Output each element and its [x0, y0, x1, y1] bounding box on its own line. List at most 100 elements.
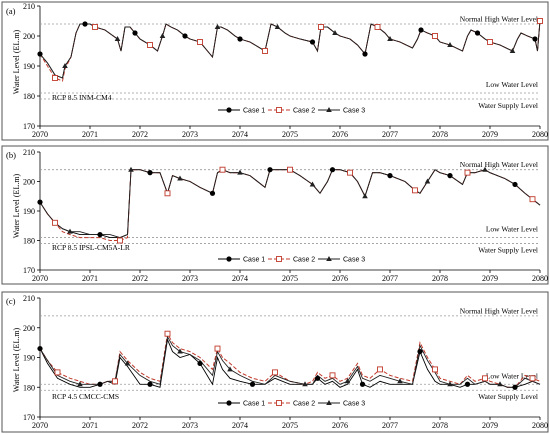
data-point-case-1 — [249, 381, 256, 387]
data-point-case-3 — [302, 381, 308, 387]
data-point-case-1 — [464, 381, 471, 387]
x-tick-label: 2070 — [32, 421, 48, 430]
data-point-case-2 — [347, 169, 353, 176]
y-tick-label: 170 — [23, 266, 35, 275]
data-point-case-2 — [112, 378, 118, 385]
data-point-case-2 — [92, 24, 98, 30]
data-point-case-2 — [287, 166, 293, 173]
x-tick-label: 2076 — [332, 274, 348, 283]
y-tick-label: 180 — [23, 92, 35, 101]
x-tick-label: 2079 — [482, 130, 498, 139]
x-tick-label: 2076 — [332, 130, 348, 139]
data-point-case-3 — [274, 24, 281, 29]
data-point-case-3 — [332, 30, 338, 35]
x-tick-label: 2077 — [382, 130, 398, 139]
legend-marker — [226, 400, 232, 406]
x-tick-label: 2073 — [182, 421, 198, 430]
data-point-case-1 — [267, 167, 273, 173]
x-tick-label: 2080 — [532, 130, 548, 139]
reference-line-label: Water Supply Level — [478, 101, 538, 110]
data-point-case-1 — [418, 27, 424, 33]
y-tick-label: 210 — [23, 2, 35, 11]
y-axis-label: Water Level (EL.m) — [12, 29, 21, 94]
x-tick-label: 2078 — [432, 421, 448, 430]
data-point-case-3 — [344, 378, 351, 384]
data-point-case-3 — [62, 63, 68, 68]
data-point-case-2 — [219, 166, 226, 173]
data-point-case-3 — [447, 381, 453, 387]
x-tick-label: 2072 — [132, 130, 148, 139]
x-tick-label: 2077 — [382, 421, 398, 430]
data-point-case-2 — [432, 33, 438, 39]
data-point-case-2 — [482, 375, 488, 382]
data-point-case-1 — [97, 381, 103, 387]
x-tick-label: 2071 — [82, 130, 98, 139]
data-point-case-1 — [329, 167, 336, 173]
data-point-case-3 — [227, 366, 233, 372]
data-point-case-3 — [214, 24, 221, 29]
data-point-case-2 — [52, 219, 58, 226]
y-tick-label: 190 — [23, 354, 35, 363]
data-point-case-3 — [447, 42, 453, 47]
y-tick-label: 180 — [23, 383, 35, 392]
legend-label: Case 3 — [343, 401, 365, 408]
legend-marker — [226, 256, 232, 262]
data-point-case-2 — [432, 366, 438, 373]
data-point-case-2 — [537, 18, 543, 24]
data-point-case-2 — [464, 169, 471, 176]
y-tick-label: 200 — [23, 324, 35, 333]
data-point-case-2 — [529, 375, 536, 382]
legend-marker — [276, 107, 282, 113]
data-point-case-3 — [387, 36, 393, 41]
panel-frame — [1, 145, 549, 285]
data-point-case-2 — [487, 39, 493, 45]
data-point-case-3 — [114, 36, 121, 41]
x-tick-label: 2075 — [282, 421, 298, 430]
data-point-case-3 — [362, 193, 368, 199]
reference-line-label: Low Water Level — [486, 225, 538, 234]
x-tick-label: 2078 — [432, 130, 448, 139]
y-axis-label: Water Level (EL.m) — [12, 327, 21, 392]
data-point-case-3 — [159, 33, 166, 38]
data-point-case-3 — [124, 360, 131, 366]
series-line-case-3 — [39, 20, 541, 79]
data-point-case-1 — [147, 381, 153, 387]
reference-line-label: Normal High Water Level — [460, 15, 538, 24]
reference-line-label: Normal High Water Level — [460, 306, 538, 315]
y-tick-label: 170 — [23, 122, 35, 131]
x-tick-label: 2074 — [232, 130, 248, 139]
data-point-case-2 — [318, 24, 324, 30]
x-tick-label: 2080 — [532, 274, 548, 283]
data-point-case-3 — [177, 348, 183, 354]
data-point-case-2 — [329, 372, 336, 379]
x-tick-label: 2079 — [482, 421, 498, 430]
x-tick-label: 2074 — [232, 274, 248, 283]
legend-marker — [326, 400, 332, 405]
legend-marker — [326, 107, 332, 112]
panel-label: (c) — [6, 296, 16, 306]
legend-label: Case 1 — [243, 108, 265, 115]
data-point-case-2 — [52, 75, 58, 81]
x-tick-label: 2075 — [282, 130, 298, 139]
data-point-case-2 — [164, 190, 171, 197]
data-point-case-1 — [132, 30, 138, 36]
data-point-case-1 — [417, 348, 423, 355]
x-tick-label: 2080 — [532, 421, 548, 430]
data-point-case-2 — [197, 39, 203, 45]
data-point-case-1 — [97, 232, 103, 238]
y-tick-label: 180 — [23, 237, 35, 246]
data-point-case-1 — [309, 39, 316, 45]
reference-line-label: Low Water Level — [486, 80, 538, 89]
reference-line-label: Water Supply Level — [478, 245, 538, 254]
legend-marker — [326, 256, 332, 261]
x-tick-label: 2072 — [132, 274, 148, 283]
data-point-case-1 — [37, 51, 43, 57]
data-point-case-1 — [182, 33, 188, 39]
x-tick-label: 2071 — [82, 274, 98, 283]
data-point-case-1 — [512, 384, 518, 390]
data-point-case-3 — [128, 166, 134, 172]
data-point-case-1 — [147, 170, 153, 176]
data-point-case-1 — [512, 181, 518, 188]
panel-label: (a) — [6, 6, 16, 16]
x-tick-label: 2077 — [382, 274, 398, 283]
